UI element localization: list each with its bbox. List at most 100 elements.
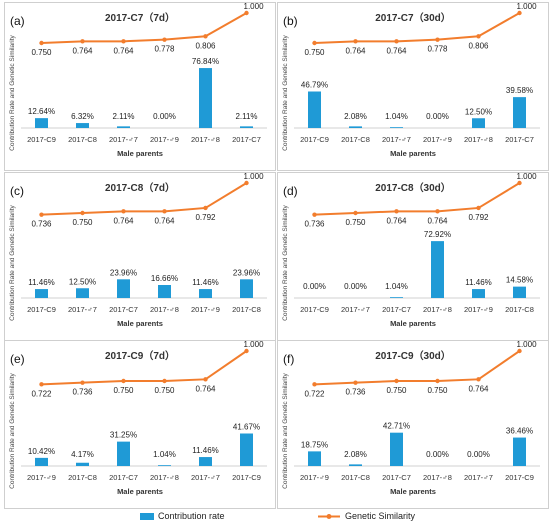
similarity-label: 0.736 xyxy=(72,388,93,397)
similarity-label: 0.764 xyxy=(113,216,134,225)
category-tick-label: 2017-♂8 xyxy=(423,473,452,482)
similarity-label: 0.750 xyxy=(72,218,93,227)
similarity-point xyxy=(517,348,522,354)
similarity-point xyxy=(312,212,317,217)
y-axis-label: Contribution Rate and Genetic Similarity xyxy=(282,34,289,150)
contribution-bar xyxy=(240,126,253,128)
similarity-point xyxy=(244,10,249,16)
contribution-bar xyxy=(472,118,485,128)
contribution-bar xyxy=(308,91,321,128)
contribution-label: 18.75% xyxy=(301,440,328,449)
similarity-label: 0.750 xyxy=(386,386,407,395)
similarity-point xyxy=(203,34,208,39)
similarity-label: 0.792 xyxy=(468,213,489,222)
x-axis-label: Male parents xyxy=(390,319,436,328)
similarity-label: 0.722 xyxy=(304,389,325,398)
contribution-bar xyxy=(35,289,48,298)
chart-panel: (f) 2017-C9（30d） Contribution Rate and Gen… xyxy=(277,340,549,509)
category-tick-label: 2017-♂8 xyxy=(150,305,179,314)
similarity-point xyxy=(244,348,249,354)
contribution-label: 46.79% xyxy=(301,81,328,90)
x-axis-label: Male parents xyxy=(117,319,163,328)
contribution-bar xyxy=(308,451,321,466)
contribution-label: 0.00% xyxy=(153,112,176,121)
category-tick-label: 2017-C8 xyxy=(341,473,370,482)
contribution-bar xyxy=(35,118,48,128)
category-tick-label: 2017-C8 xyxy=(505,305,534,314)
category-tick-label: 2017-C9 xyxy=(505,473,534,482)
chart-panel: (a) 2017-C7（7d） Contribution Rate and Gene… xyxy=(4,2,276,171)
similarity-label: 0.806 xyxy=(468,41,489,50)
similarity-label: 1.000 xyxy=(244,3,265,11)
similarity-label: 0.806 xyxy=(195,41,216,50)
similarity-label: 0.764 xyxy=(195,384,216,393)
contribution-label: 36.46% xyxy=(506,427,533,436)
chart-panel: (b) 2017-C7（30d） Contribution Rate and Gen… xyxy=(277,2,549,171)
category-tick-label: 2017-♂9 xyxy=(300,473,329,482)
similarity-point xyxy=(476,205,481,211)
chart-svg: (d) 2017-C8（30d） Contribution Rate and Gen… xyxy=(282,173,540,328)
category-tick-label: 2017-C7 xyxy=(109,473,138,482)
similarity-point xyxy=(39,382,44,387)
similarity-point xyxy=(312,40,317,46)
y-axis-label: Contribution Rate and Genetic Similarity xyxy=(282,204,289,320)
contribution-label: 6.32% xyxy=(71,112,94,121)
contribution-label: 0.00% xyxy=(426,450,449,459)
chart-svg: (c) 2017-C8（7d） Contribution Rate and Gene… xyxy=(9,173,267,328)
contribution-label: 11.46% xyxy=(192,278,219,287)
similarity-line xyxy=(314,12,520,44)
category-tick-label: 2017-C9 xyxy=(232,473,261,482)
panel-letter: (d) xyxy=(283,184,298,198)
category-tick-label: 2017-♂7 xyxy=(341,305,370,314)
contribution-label: 1.04% xyxy=(385,112,408,121)
contribution-label: 2.08% xyxy=(344,450,367,459)
similarity-label: 0.750 xyxy=(154,386,175,395)
contribution-bar xyxy=(513,97,526,128)
similarity-point xyxy=(353,210,358,216)
similarity-point xyxy=(394,209,399,214)
category-tick-label: 2017-♂9 xyxy=(150,135,179,144)
contribution-label: 1.04% xyxy=(153,450,176,459)
contribution-label: 23.96% xyxy=(233,268,260,277)
category-tick-label: 2017-C7 xyxy=(382,305,411,314)
similarity-point xyxy=(39,40,44,46)
category-tick-label: 2017-♂8 xyxy=(464,135,493,144)
category-tick-label: 2017-♂7 xyxy=(191,473,220,482)
chart-svg: (f) 2017-C9（30d） Contribution Rate and Gen… xyxy=(282,341,540,496)
y-axis-label: Contribution Rate and Genetic Similarity xyxy=(282,372,289,488)
chart-svg: (b) 2017-C7（30d） Contribution Rate and Gen… xyxy=(282,3,540,158)
similarity-point xyxy=(203,377,208,382)
contribution-label: 2.08% xyxy=(344,112,367,121)
chart-svg: (e) 2017-C9（7d） Contribution Rate and Gene… xyxy=(9,341,267,496)
contribution-label: 12.50% xyxy=(69,277,96,286)
similarity-line xyxy=(41,182,248,216)
similarity-point xyxy=(476,34,481,39)
panel-letter: (e) xyxy=(10,352,25,366)
contribution-bar xyxy=(349,126,362,128)
contribution-bar xyxy=(158,285,171,298)
contribution-bar xyxy=(349,464,362,466)
category-tick-label: 2017-C7 xyxy=(505,135,534,144)
contribution-bar xyxy=(240,279,253,298)
similarity-label: 0.750 xyxy=(113,386,134,395)
similarity-point xyxy=(162,378,167,384)
contribution-bar xyxy=(390,127,403,128)
category-tick-label: 2017-♂9 xyxy=(464,305,493,314)
contribution-label: 31.25% xyxy=(110,431,137,440)
chart-svg: (a) 2017-C7（7d） Contribution Rate and Gene… xyxy=(9,3,267,158)
category-tick-label: 2017-♂9 xyxy=(27,473,56,482)
similarity-point xyxy=(121,209,126,214)
category-tick-label: 2017-♂8 xyxy=(423,305,452,314)
category-tick-label: 2017-♂7 xyxy=(68,305,97,314)
similarity-label: 0.792 xyxy=(195,213,216,222)
panel-letter: (b) xyxy=(283,14,298,28)
contribution-label: 41.67% xyxy=(233,422,260,431)
category-tick-label: 2017-♂8 xyxy=(191,135,220,144)
contribution-bar xyxy=(76,288,89,298)
contribution-label: 12.64% xyxy=(28,107,55,116)
legend-contribution-label: Contribution rate xyxy=(158,511,225,521)
category-tick-label: 2017-C8 xyxy=(68,473,97,482)
contribution-bar xyxy=(431,241,444,298)
x-axis-label: Male parents xyxy=(117,487,163,496)
similarity-point xyxy=(517,10,522,16)
